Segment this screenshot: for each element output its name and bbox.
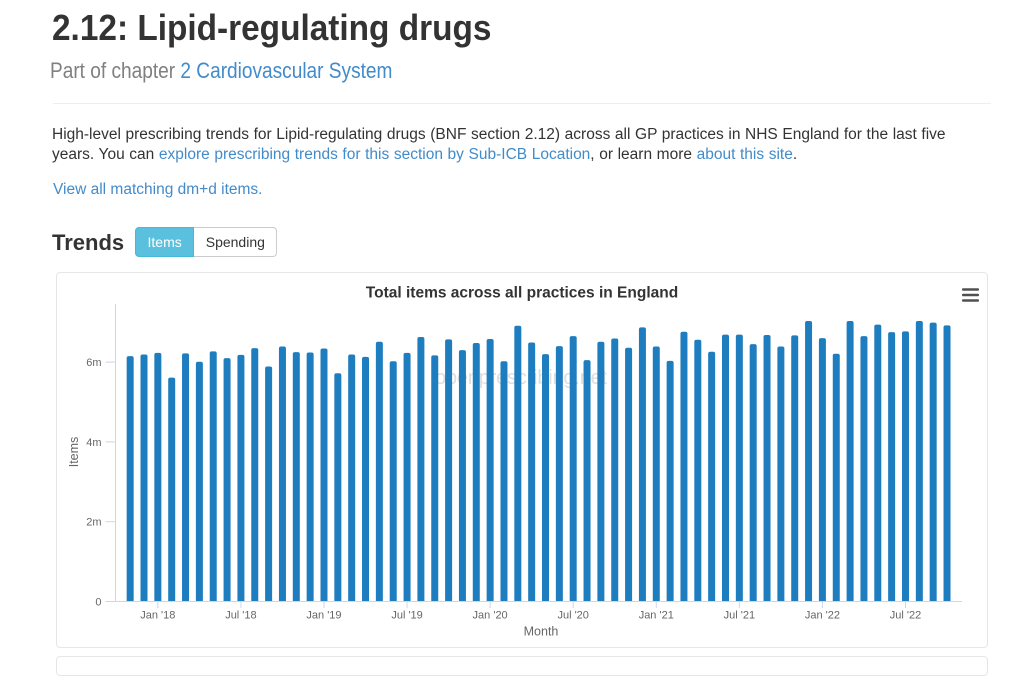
svg-text:Items: Items bbox=[67, 437, 81, 468]
svg-text:Total items across all practic: Total items across all practices in Engl… bbox=[366, 285, 678, 302]
svg-text:4m: 4m bbox=[86, 437, 101, 449]
svg-text:2m: 2m bbox=[86, 517, 101, 529]
svg-text:Jan '18: Jan '18 bbox=[140, 610, 175, 622]
svg-text:Jul '21: Jul '21 bbox=[724, 610, 755, 622]
svg-text:Jan '20: Jan '20 bbox=[473, 610, 508, 622]
svg-text:Jul '18: Jul '18 bbox=[225, 610, 256, 622]
svg-text:0: 0 bbox=[95, 596, 101, 608]
svg-text:Month: Month bbox=[524, 624, 559, 638]
svg-text:Jul '22: Jul '22 bbox=[890, 610, 921, 622]
svg-text:Jan '22: Jan '22 bbox=[805, 610, 840, 622]
svg-text:Jan '19: Jan '19 bbox=[306, 610, 341, 622]
svg-text:6m: 6m bbox=[86, 357, 101, 369]
svg-text:Jan '21: Jan '21 bbox=[639, 610, 674, 622]
svg-text:Jul '20: Jul '20 bbox=[557, 610, 588, 622]
svg-text:Jul '19: Jul '19 bbox=[391, 610, 422, 622]
